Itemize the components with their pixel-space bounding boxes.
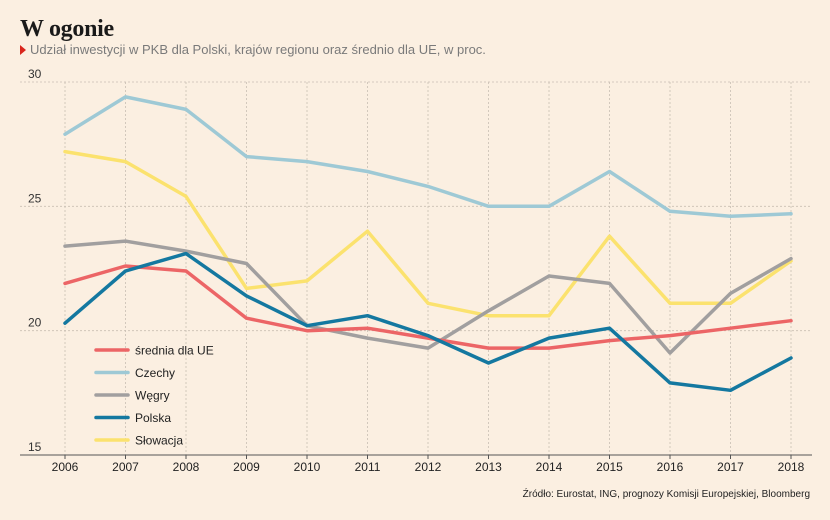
legend-label: Polska <box>135 411 171 425</box>
series-line-Polska <box>63 251 793 393</box>
x-tick-label: 2017 <box>717 460 744 474</box>
chart-subtitle: Udział inwestycji w PKB dla Polski, kraj… <box>20 42 486 57</box>
x-tick-label: 2013 <box>475 460 502 474</box>
series-line-Węgry <box>63 239 793 355</box>
x-tick-label: 2011 <box>355 460 381 474</box>
x-tick-label: 2006 <box>52 460 79 474</box>
x-tick-label: 2010 <box>294 460 321 474</box>
legend-label: Czechy <box>135 366 175 380</box>
x-tick-label: 2012 <box>415 460 442 474</box>
x-tick-label: 2016 <box>657 460 684 474</box>
chart-axes: 15 20 25 30 2006 2007 2008 2009 2010 2011 2012 2013… <box>20 67 812 474</box>
x-tick-label: 2009 <box>233 460 260 474</box>
legend-label: Węgry <box>135 389 170 403</box>
series-line-Czechy <box>63 95 793 219</box>
chart-title: W ogonie <box>20 16 114 42</box>
chart-subtitle-text: Udział inwestycji w PKB dla Polski, kraj… <box>30 42 486 57</box>
x-tick-label: 2007 <box>112 460 139 474</box>
series-line-Słowacja <box>63 149 793 318</box>
legend-label: średnia dla UE <box>135 344 214 358</box>
y-tick-label: 20 <box>28 316 42 330</box>
x-tick-label: 2014 <box>536 460 563 474</box>
x-tick-label: 2018 <box>778 460 805 474</box>
legend-label: Słowacja <box>135 434 183 448</box>
chart-series <box>63 95 793 393</box>
y-tick-label: 30 <box>28 67 42 81</box>
triangle-marker-icon <box>20 44 26 55</box>
source-note: Źródło: Eurostat, ING, prognozy Komisji … <box>522 489 810 500</box>
x-tick-label: 2015 <box>596 460 623 474</box>
y-tick-label: 25 <box>28 191 42 205</box>
chart-legend: średnia dla UE Czechy Węgry Polska Słowacja <box>94 344 214 448</box>
series-line-średnia dla UE <box>63 264 793 350</box>
y-tick-label: 15 <box>28 440 42 454</box>
x-tick-label: 2008 <box>173 460 200 474</box>
